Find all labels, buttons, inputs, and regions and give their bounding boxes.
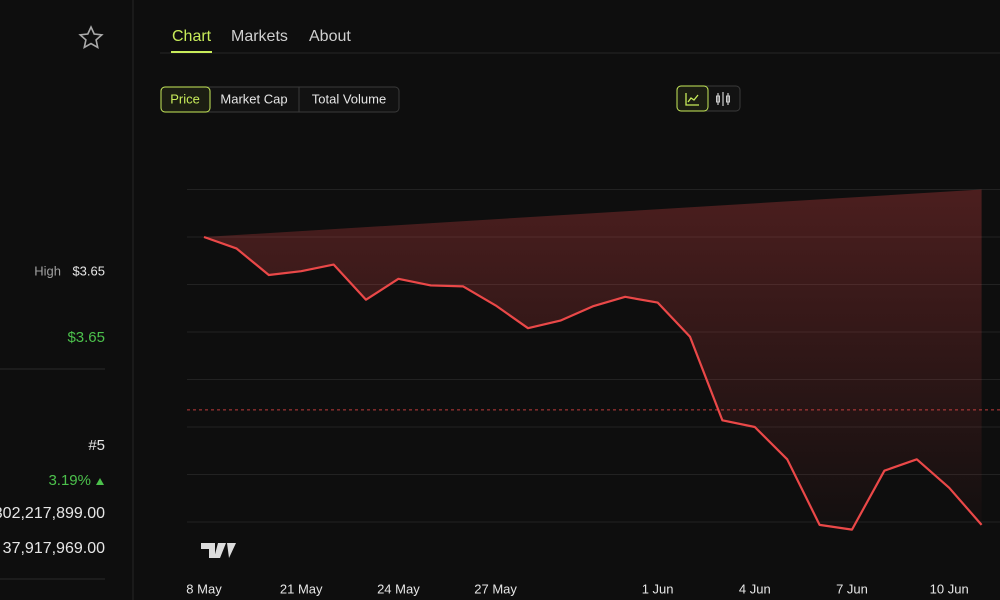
x-tick-label: 7 Jun bbox=[836, 581, 868, 596]
value-1: 302,217,899.00 bbox=[0, 505, 105, 522]
high-label: High bbox=[34, 263, 61, 278]
x-tick-label: 10 Jun bbox=[930, 581, 969, 596]
change: 3.19% bbox=[48, 472, 91, 489]
tradingview-logo bbox=[201, 543, 236, 558]
x-tick-label: 8 May bbox=[186, 581, 222, 596]
line-icon bbox=[685, 93, 699, 106]
option-button[interactable]: Market Cap bbox=[220, 91, 287, 106]
tab[interactable]: Markets bbox=[231, 28, 288, 45]
x-tick-label: 21 May bbox=[280, 581, 323, 596]
option-button[interactable]: Total Volume bbox=[312, 91, 386, 106]
plot bbox=[187, 189, 1000, 531]
tab[interactable]: About bbox=[309, 28, 351, 45]
candle-icon-body bbox=[726, 95, 730, 103]
candle-icon-body bbox=[716, 95, 720, 103]
high-value: $3.65 bbox=[72, 263, 105, 278]
tab-active[interactable]: Chart bbox=[172, 28, 212, 45]
candle-icon[interactable] bbox=[717, 92, 729, 106]
x-tick-label: 24 May bbox=[377, 581, 420, 596]
rank: #5 bbox=[88, 437, 105, 454]
x-tick-label: 27 May bbox=[474, 581, 517, 596]
area-fill bbox=[204, 189, 982, 530]
price-line bbox=[203, 235, 983, 531]
value-2: 37,917,969.00 bbox=[3, 540, 105, 557]
price: $3.65 bbox=[67, 329, 105, 346]
option-active[interactable] bbox=[160, 86, 211, 113]
x-tick-label: 4 Jun bbox=[739, 581, 771, 596]
up-arrow bbox=[96, 478, 104, 485]
option-button[interactable]: Price bbox=[170, 91, 200, 106]
star-button[interactable] bbox=[78, 25, 104, 50]
x-tick-label: 1 Jun bbox=[642, 581, 674, 596]
